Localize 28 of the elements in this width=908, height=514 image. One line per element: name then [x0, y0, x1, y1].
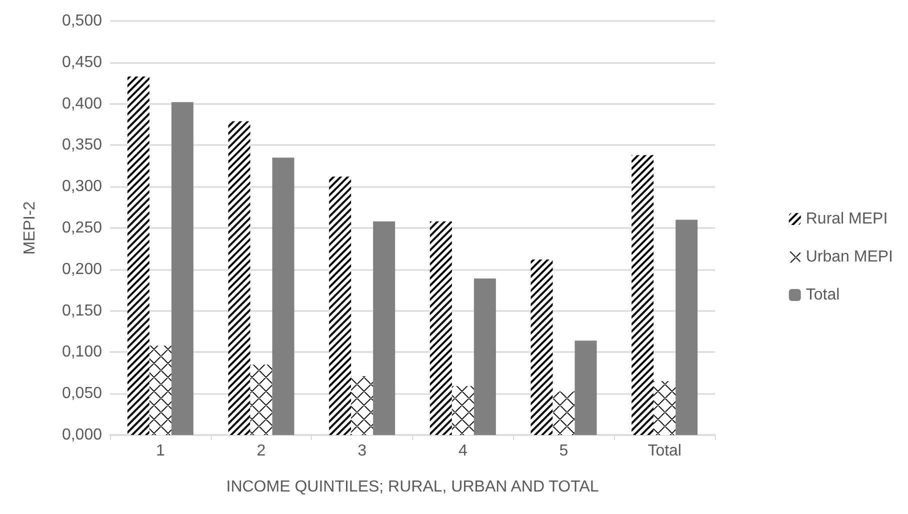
bar	[272, 158, 294, 435]
y-axis-title: MEPI-2	[22, 201, 38, 255]
y-tick-label: 0,250	[62, 220, 102, 236]
legend-label: Urban MEPI	[806, 248, 893, 266]
bar	[574, 340, 597, 435]
x-tick-label: 4	[458, 442, 468, 460]
x-axis-title: INCOME QUINTILES; RURAL, URBAN AND TOTAL	[226, 478, 599, 496]
y-tick-label: 0,000	[62, 426, 102, 444]
y-tick-label: 0,050	[62, 385, 102, 402]
x-tick-label: 5	[559, 442, 568, 460]
y-tick-label: 0,300	[62, 178, 102, 196]
x-tick-label: 2	[256, 442, 266, 460]
y-tick-label: 0,500	[62, 12, 102, 30]
legend-label: Rural MEPI	[806, 210, 888, 228]
x-tick-label: 1	[156, 442, 165, 460]
bar	[474, 278, 496, 435]
y-tick-label: 0,150	[62, 302, 102, 320]
y-tick-label: 0,200	[62, 260, 102, 278]
y-tick-label: 0,400	[62, 95, 102, 112]
y-tick-label: 0,350	[62, 136, 102, 154]
legend-label: Total	[806, 286, 840, 304]
x-tick-label: Total	[648, 442, 682, 460]
x-tick-label: 3	[358, 442, 367, 460]
y-tick-label: 0,450	[62, 54, 102, 71]
bar	[676, 220, 698, 435]
bar	[373, 221, 396, 435]
bar	[171, 102, 194, 435]
y-tick-label: 0,100	[62, 344, 102, 361]
